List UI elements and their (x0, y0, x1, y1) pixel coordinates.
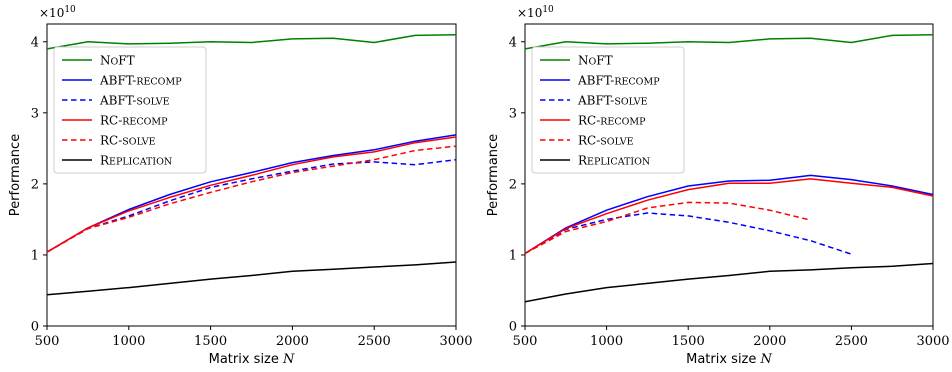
legend-label-abft-solve: ABFT-SOLVE (577, 94, 648, 108)
y-tick-label: 2 (31, 177, 39, 192)
legend-box (531, 46, 685, 174)
legend-label-rc-recomp: RC-RECOMP (100, 114, 168, 128)
x-tick-label: 1000 (112, 334, 145, 349)
y-axis-label: Performance (8, 134, 23, 216)
y-tick-label: 3 (509, 106, 517, 121)
x-tick-label: 500 (35, 334, 60, 349)
y-tick-label: 1 (509, 248, 517, 263)
legend-label-abft-recomp: ABFT-RECOMP (99, 74, 182, 88)
legend-label-replication: REPLICATION (100, 154, 172, 168)
series-line-replication (525, 262, 933, 303)
series-line-noft (47, 33, 456, 50)
plot-area-frame (524, 23, 934, 327)
series-line-abft-recomp (525, 174, 933, 255)
legend: NOFT ABFT-RECOMP ABFT-SOLVE RC-RECOMP RC-SOL… (53, 46, 207, 174)
legend-label-abft-recomp: ABFT-RECOMP (577, 74, 660, 88)
legend-label-rc-solve: RC-SOLVE (578, 134, 634, 148)
x-tick-label: 2000 (753, 334, 786, 349)
series-line-abft-recomp (47, 134, 456, 253)
x-tick-label: 2500 (358, 334, 391, 349)
x-tick-label: 2000 (276, 334, 309, 349)
x-axis-label: Matrix size N (686, 352, 772, 367)
y-axis-multiplier: ×1010 (517, 5, 554, 20)
series-line-replication (47, 261, 456, 296)
y-tick-label: 0 (509, 320, 517, 335)
x-tick-label: 3000 (439, 334, 472, 349)
series-line-abft-solve (525, 212, 852, 255)
series-line-rc-solve (525, 201, 811, 255)
legend-label-rc-recomp: RC-RECOMP (578, 114, 646, 128)
x-tick-label: 3000 (916, 334, 949, 349)
x-tick-label: 2500 (835, 334, 868, 349)
x-tick-label: 1500 (194, 334, 227, 349)
series-line-rc-recomp (525, 178, 933, 255)
series-line-rc-recomp (47, 136, 456, 253)
y-tick-label: 1 (31, 248, 39, 263)
x-tick-label: 500 (513, 334, 538, 349)
y-tick-label: 3 (31, 106, 39, 121)
y-tick-label: 0 (31, 320, 39, 335)
y-tick-label: 4 (31, 35, 39, 50)
y-axis-label: Performance (486, 134, 501, 216)
series-line-noft (525, 33, 933, 50)
chart-panel-1: 500 1000 1500 2000 2500 3000 0 1 2 3 4×1010 Matrix … (8, 5, 473, 367)
legend-label-rc-solve: RC-SOLVE (100, 134, 156, 148)
x-axis-label: Matrix size N (209, 352, 295, 367)
legend-label-replication: REPLICATION (578, 154, 650, 168)
legend-label-noft: NOFT (578, 54, 613, 68)
legend-label-abft-solve: ABFT-SOLVE (99, 94, 170, 108)
y-tick-label: 4 (509, 35, 517, 50)
x-tick-label: 1500 (672, 334, 705, 349)
series-line-rc-solve (47, 145, 456, 253)
legend-box (53, 46, 207, 174)
legend-label-noft: NOFT (100, 54, 135, 68)
plot-area-frame (46, 23, 457, 327)
y-axis-multiplier: ×1010 (39, 5, 76, 20)
chart-panel-2: 500 1000 1500 2000 2500 3000 0 1 2 3 4×1010 Matrix … (486, 5, 950, 367)
x-tick-label: 1000 (590, 334, 623, 349)
legend: NOFT ABFT-RECOMP ABFT-SOLVE RC-RECOMP RC-SOL… (531, 46, 685, 174)
y-tick-label: 2 (509, 177, 517, 192)
series-line-abft-solve (47, 158, 456, 253)
